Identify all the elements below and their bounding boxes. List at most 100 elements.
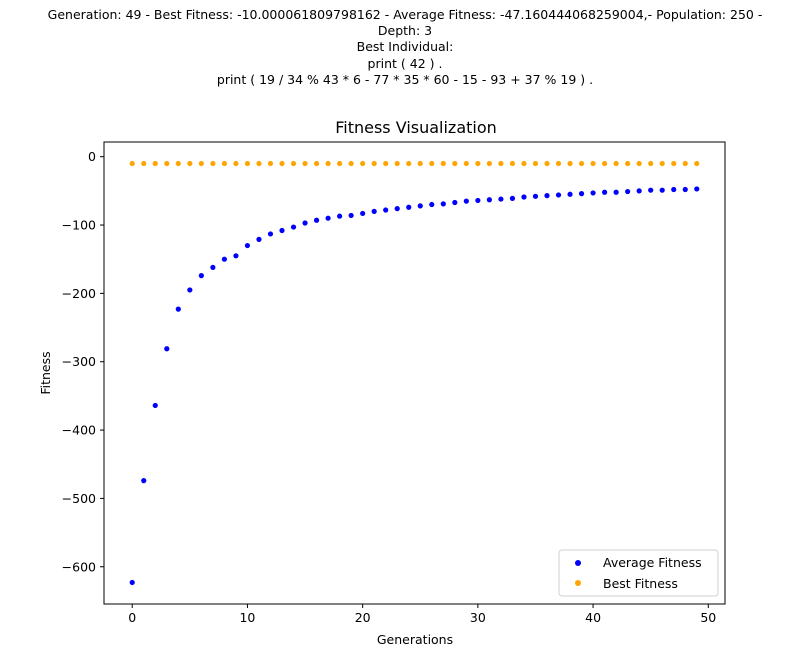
- average-fitness-point: [590, 190, 596, 196]
- average-fitness-point: [210, 264, 216, 271]
- best-fitness-point: [210, 160, 216, 167]
- chart-title: Fitness Visualization: [335, 118, 497, 137]
- legend-box: [558, 549, 719, 597]
- best-fitness-point: [452, 160, 458, 167]
- best-fitness-point: [659, 160, 665, 167]
- average-fitness-point: [302, 220, 308, 226]
- average-fitness-point: [682, 186, 688, 193]
- average-fitness-point: [406, 204, 412, 210]
- average-fitness-point: [187, 287, 193, 293]
- best-fitness-point: [463, 160, 469, 167]
- best-fitness-point: [417, 160, 423, 167]
- best-fitness-point: [221, 160, 227, 167]
- best-fitness-point: [544, 160, 550, 167]
- average-fitness-point: [659, 187, 665, 193]
- best-fitness-point: [613, 160, 619, 167]
- plot-frame: [103, 141, 726, 605]
- average-fitness-point: [394, 206, 400, 212]
- average-fitness-point: [164, 346, 170, 352]
- average-fitness-point: [360, 210, 366, 217]
- suptitle-line-best-2: print ( 19 / 34 % 43 * 6 - 77 * 35 * 60 …: [216, 71, 594, 87]
- average-fitness-point: [417, 203, 423, 209]
- average-fitness-point: [509, 195, 516, 201]
- data-points: [129, 160, 700, 586]
- best-fitness-point: [671, 160, 677, 167]
- average-fitness-point: [244, 242, 251, 249]
- average-fitness-point: [383, 207, 389, 213]
- average-fitness-point: [325, 215, 331, 221]
- y-tick-label: −400: [62, 423, 96, 438]
- average-fitness-point: [152, 402, 158, 409]
- average-fitness-point: [429, 201, 435, 208]
- average-fitness-point: [613, 189, 619, 195]
- best-fitness-point: [360, 160, 366, 167]
- average-fitness-point: [532, 193, 539, 199]
- best-fitness-point: [129, 160, 135, 167]
- average-fitness-point: [290, 224, 297, 230]
- best-fitness-point: [302, 160, 308, 167]
- average-fitness-point: [555, 192, 562, 198]
- y-axis-label: Fitness: [38, 351, 53, 394]
- best-fitness-point: [555, 160, 562, 167]
- best-fitness-point: [267, 160, 274, 167]
- x-tick-label: 40: [585, 610, 601, 625]
- best-fitness-point: [429, 160, 435, 167]
- best-fitness-point: [175, 160, 181, 167]
- average-fitness-point: [475, 197, 481, 204]
- average-fitness-point: [256, 236, 262, 242]
- legend-marker-best: [575, 580, 581, 586]
- average-fitness-point: [440, 201, 446, 207]
- best-fitness-point: [475, 160, 481, 167]
- legend: Average Fitness Best Fitness: [558, 549, 719, 597]
- average-fitness-point: [671, 186, 677, 193]
- average-fitness-point: [279, 227, 285, 234]
- x-tick-label: 10: [239, 610, 255, 625]
- average-fitness-point: [267, 231, 274, 237]
- x-axis-label: Generations: [377, 632, 453, 647]
- y-tick-label: 0: [88, 149, 96, 164]
- best-fitness-point: [498, 160, 504, 167]
- suptitle-line-depth: Depth: 3: [377, 23, 433, 39]
- best-fitness-point: [164, 160, 170, 167]
- y-tick-label: −500: [62, 491, 96, 506]
- legend-label-best: Best Fitness: [603, 576, 678, 591]
- x-tick-label: 0: [128, 610, 136, 625]
- best-fitness-point: [371, 160, 377, 167]
- y-tick-label: −200: [62, 286, 96, 301]
- average-fitness-point: [348, 212, 354, 219]
- average-fitness-point: [221, 256, 227, 262]
- best-fitness-point: [694, 160, 700, 167]
- x-tick-label: 50: [700, 610, 716, 625]
- best-fitness-point: [682, 160, 688, 167]
- suptitle-line-stats: Generation: 49 - Best Fitness: -10.00006…: [47, 7, 763, 22]
- average-fitness-point: [141, 478, 147, 484]
- x-tick-label: 20: [355, 610, 371, 625]
- best-fitness-point: [406, 160, 412, 167]
- best-fitness-point: [521, 160, 527, 167]
- figure-suptitle: Generation: 49 - Best Fitness: -10.00006…: [0, 7, 810, 88]
- average-fitness-point: [175, 306, 181, 312]
- average-fitness-point: [544, 193, 550, 199]
- average-fitness-point: [198, 273, 204, 279]
- average-fitness-point: [521, 194, 527, 200]
- best-fitness-point: [383, 160, 389, 167]
- best-fitness-point: [279, 160, 285, 167]
- best-fitness-point: [486, 160, 492, 167]
- suptitle-line-best-1: print ( 42 ) .: [367, 55, 443, 71]
- best-fitness-point: [590, 160, 596, 167]
- average-fitness-point: [337, 213, 343, 219]
- average-fitness-point: [578, 190, 585, 197]
- best-fitness-point: [394, 160, 400, 167]
- best-fitness-point: [141, 160, 147, 167]
- best-fitness-point: [187, 160, 193, 167]
- best-fitness-point: [636, 160, 642, 167]
- best-fitness-point: [244, 160, 251, 167]
- axis-ticks: 0 10 20 30 40 50 0 −100 −200 −300 −400 −500 −600: [62, 149, 717, 625]
- best-fitness-point: [532, 160, 539, 167]
- suptitle-line-best-label: Best Individual:: [356, 39, 454, 55]
- y-tick-label: −100: [62, 218, 96, 233]
- average-fitness-point: [636, 188, 642, 194]
- best-fitness-point: [509, 160, 516, 167]
- average-fitness-point: [129, 579, 135, 586]
